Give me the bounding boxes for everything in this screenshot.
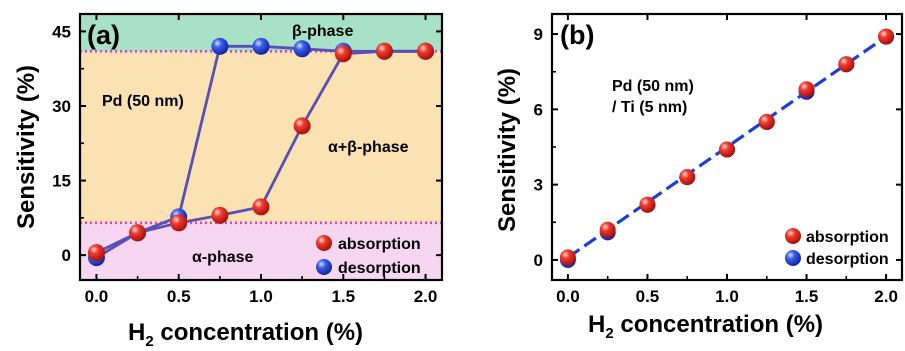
legend-marker-absorption <box>785 228 801 244</box>
data-point-absorption <box>334 45 352 63</box>
data-point-absorption <box>417 42 435 60</box>
sample-label: Pd (50 nm) <box>102 93 184 110</box>
data-points <box>87 37 435 267</box>
data-point-absorption <box>639 196 656 213</box>
x-tick-label: 1.5 <box>331 287 355 306</box>
data-point-absorption <box>878 28 895 45</box>
phase-region <box>80 51 442 223</box>
alpha-beta-phase-label: α+β-phase <box>328 139 409 156</box>
x-tick-label: 1.0 <box>715 287 739 306</box>
y-tick-label: 3 <box>534 176 543 195</box>
x-tick-label: 1.5 <box>795 287 819 306</box>
data-point-absorption <box>798 81 815 98</box>
sample-label-line2: / Ti (5 nm) <box>612 99 687 116</box>
legend-label-desorption: desorption <box>338 260 421 277</box>
y-axis-title: Sensitivity (%) <box>13 65 40 229</box>
x-axis-title: H2 concentration (%) <box>588 311 823 342</box>
phase-regions <box>80 14 442 280</box>
data-point-absorption <box>599 221 616 238</box>
data-point-absorption <box>252 198 270 216</box>
legend: absorption desorption <box>316 235 421 277</box>
data-point-desorption <box>293 40 311 58</box>
y-tick-label: 9 <box>534 25 543 44</box>
x-tick-label: 2.0 <box>414 287 438 306</box>
legend-marker-absorption <box>316 235 332 251</box>
axis-ticks: 0.0 0.5 1.0 1.5 2.0 0 15 30 45 <box>52 14 442 306</box>
y-tick-label: 30 <box>52 97 71 116</box>
data-point-absorption <box>375 42 393 60</box>
data-point-absorption <box>838 56 855 73</box>
data-point-absorption <box>129 224 147 242</box>
panel-label: (a) <box>87 20 120 50</box>
y-tick-label: 45 <box>52 22 71 41</box>
alpha-phase-label: α-phase <box>192 249 254 266</box>
x-tick-label: 2.0 <box>874 287 898 306</box>
x-tick-label: 1.0 <box>249 287 273 306</box>
data-point-absorption <box>559 249 576 266</box>
data-point-absorption <box>87 244 105 262</box>
legend: absorption desorption <box>785 228 889 268</box>
legend-label-desorption: desorption <box>806 251 889 268</box>
legend-label-absorption: absorption <box>338 236 421 253</box>
x-tick-label: 0.0 <box>85 287 109 306</box>
axis-ticks: 0.0 0.5 1.0 1.5 2.0 0 3 6 9 <box>534 14 902 306</box>
x-tick-label: 0.0 <box>556 287 580 306</box>
y-tick-label: 6 <box>534 100 543 119</box>
y-axis-title: Sensitivity (%) <box>494 68 521 232</box>
panel-b: 0.0 0.5 1.0 1.5 2.0 0 3 6 9 (b) Pd (50 nm) / Ti … <box>494 12 904 342</box>
panel-a: 0.0 0.5 1.0 1.5 2.0 0 15 30 45 (a) β-phase Pd (5… <box>13 12 444 350</box>
legend-label-absorption: absorption <box>806 229 889 246</box>
sample-label-line1: Pd (50 nm) <box>612 78 694 95</box>
data-point-desorption <box>211 37 229 55</box>
data-point-desorption <box>252 37 270 55</box>
panel-label: (b) <box>560 20 594 50</box>
x-axis-title: H2 concentration (%) <box>128 319 363 346</box>
y-tick-label: 0 <box>534 251 543 270</box>
data-points <box>559 28 895 268</box>
x-tick-label: 0.5 <box>167 287 191 306</box>
data-point-absorption <box>719 141 735 158</box>
data-point-absorption <box>293 117 311 135</box>
y-tick-label: 0 <box>62 246 71 265</box>
data-point-absorption <box>679 169 696 186</box>
legend-marker-desorption <box>785 250 801 266</box>
data-point-absorption <box>211 206 229 224</box>
data-point-absorption <box>758 113 775 130</box>
x-tick-label: 0.5 <box>636 287 660 306</box>
beta-phase-label: β-phase <box>292 23 353 40</box>
legend-marker-desorption <box>316 259 332 275</box>
y-tick-label: 15 <box>52 172 71 191</box>
data-point-absorption <box>170 214 188 232</box>
